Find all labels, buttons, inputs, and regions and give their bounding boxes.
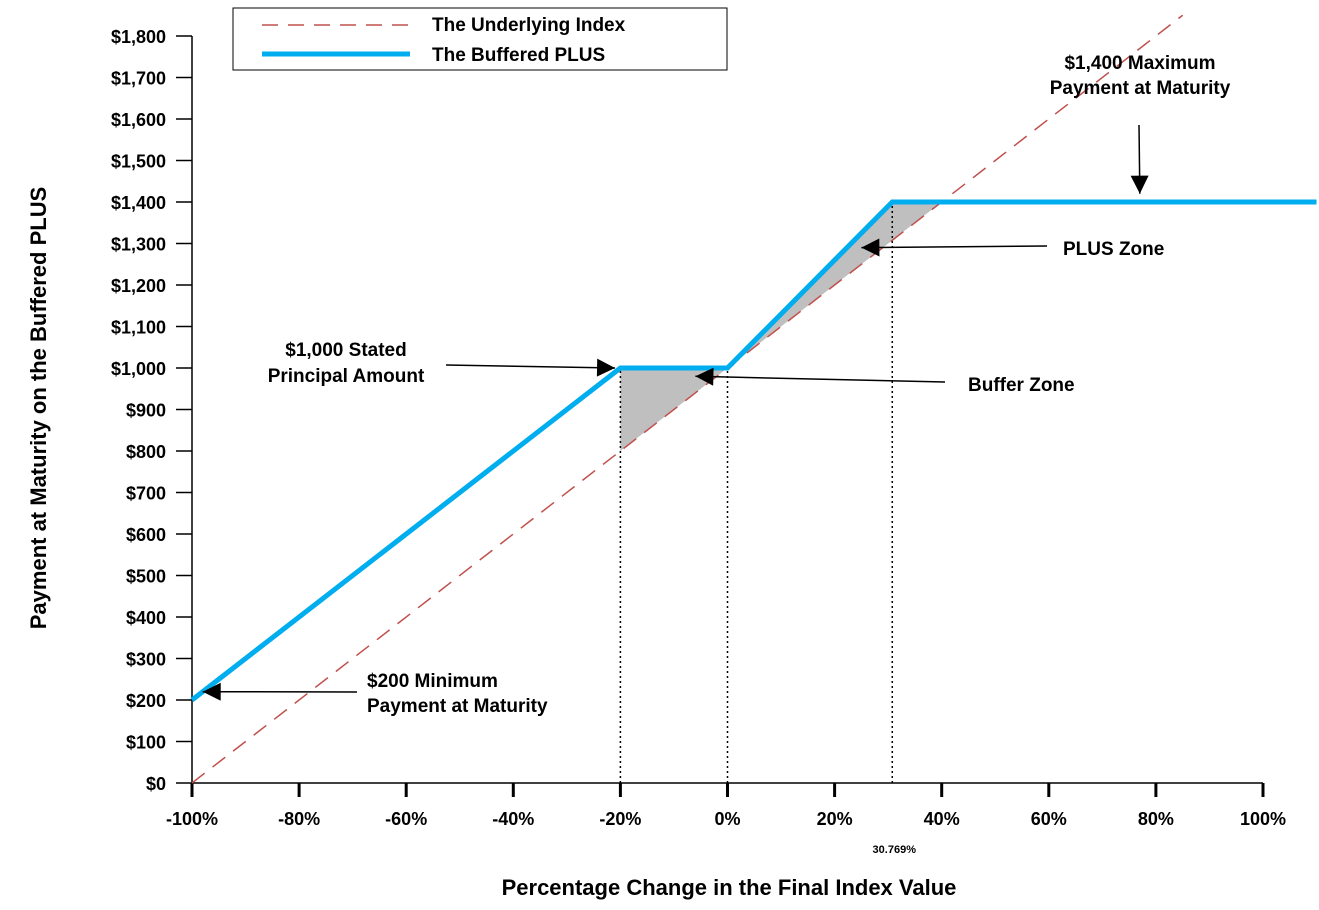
- x-tick-label-special: 30.769%: [873, 844, 917, 856]
- x-tick-label: 100%: [1240, 809, 1286, 829]
- reference-lines: [619, 202, 894, 783]
- x-tick-label: 0%: [714, 809, 740, 829]
- y-tick-label: $1,200: [111, 276, 166, 296]
- axes: $0 $100 $200 $300 $400 $500 $600 $700 $800 $900 $1…: [111, 27, 1286, 856]
- y-tick-label: $1,000: [111, 359, 166, 379]
- annotation-plus-zone: PLUS Zone: [1063, 239, 1164, 260]
- y-tick-label: $400: [126, 608, 166, 628]
- annotation-stated-principal: $1,000 Stated: [285, 340, 406, 361]
- y-tick-label: $800: [126, 442, 166, 462]
- x-tick-label: 80%: [1138, 809, 1174, 829]
- annotation-stated-principal: Principal Amount: [268, 366, 425, 387]
- legend-label-underlying-index: The Underlying Index: [432, 15, 626, 36]
- annotation-buffer-zone: Buffer Zone: [968, 375, 1075, 396]
- annotation-minimum-payment: $200 Minimum: [367, 671, 498, 692]
- x-tick-label: -80%: [278, 809, 320, 829]
- y-tick-label: $1,700: [111, 69, 166, 89]
- arrow-plus-zone: [861, 238, 1048, 257]
- y-tick-label: $1,400: [111, 193, 166, 213]
- arrow-maximum-payment: [1130, 124, 1149, 194]
- x-tick-label: -60%: [385, 809, 427, 829]
- y-tick-label: $1,600: [111, 110, 166, 130]
- y-tick-label: $300: [126, 650, 166, 670]
- y-tick-label: $500: [126, 567, 166, 587]
- y-axis-title: Payment at Maturity on the Buffered PLUS: [26, 187, 51, 630]
- arrow-buffer-zone: [695, 367, 946, 386]
- x-tick-label: 60%: [1031, 809, 1067, 829]
- y-tick-label: $0: [146, 774, 166, 794]
- arrow-stated-principal: [445, 358, 616, 377]
- y-tick-label: $1,300: [111, 235, 166, 255]
- y-tick-label: $600: [126, 525, 166, 545]
- x-axis-title: Percentage Change in the Final Index Val…: [502, 875, 957, 900]
- x-tick-label: -100%: [166, 809, 218, 829]
- series-line-1: [190, 199, 1317, 702]
- y-tick-label: $100: [126, 733, 166, 753]
- series-lines: [190, 14, 1317, 784]
- x-tick-label: 40%: [924, 809, 960, 829]
- legend-box: [232, 7, 728, 71]
- annotation-minimum-payment: Payment at Maturity: [367, 696, 548, 717]
- y-tick-label: $1,100: [111, 318, 166, 338]
- annotation-maximum-payment: Payment at Maturity: [1050, 78, 1231, 99]
- y-tick-label: $200: [126, 691, 166, 711]
- legend-label-buffered-plus: The Buffered PLUS: [432, 45, 605, 66]
- y-tick-label: $1,500: [111, 152, 166, 172]
- y-tick-label: $700: [126, 484, 166, 504]
- y-tick-label: $900: [126, 401, 166, 421]
- x-tick-label: -40%: [492, 809, 534, 829]
- annotation-maximum-payment: $1,400 Maximum: [1064, 53, 1215, 74]
- x-tick-label: 20%: [817, 809, 853, 829]
- annotations: $1,000 Stated Principal Amount Buffer Zone…: [202, 53, 1231, 717]
- y-tick-label: $1,800: [111, 27, 166, 47]
- legend: The Underlying Index The Buffered PLUS: [232, 7, 728, 71]
- x-tick-label: -20%: [599, 809, 641, 829]
- series-line-0: [191, 14, 1184, 784]
